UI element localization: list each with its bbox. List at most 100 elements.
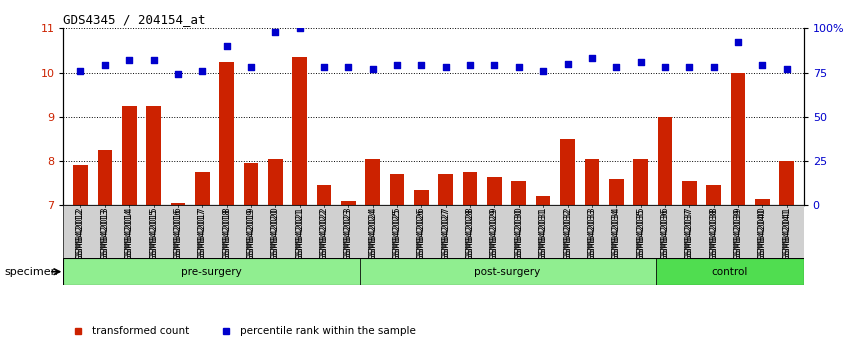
Text: GSM842038: GSM842038 xyxy=(709,208,718,261)
Text: control: control xyxy=(711,267,748,277)
Text: GSM842018: GSM842018 xyxy=(222,206,231,259)
Bar xyxy=(779,161,794,205)
Text: percentile rank within the sample: percentile rank within the sample xyxy=(239,326,415,336)
Point xyxy=(317,64,331,70)
Text: GSM842019: GSM842019 xyxy=(246,208,255,261)
Point xyxy=(293,25,306,31)
Text: GSM842036: GSM842036 xyxy=(661,206,669,259)
Bar xyxy=(171,203,185,205)
Text: GSM842013: GSM842013 xyxy=(101,206,109,259)
Text: GSM842016: GSM842016 xyxy=(173,206,183,259)
Text: GSM842021: GSM842021 xyxy=(295,208,305,261)
Point xyxy=(195,68,209,74)
Text: GSM842027: GSM842027 xyxy=(442,206,450,259)
Text: GSM842039: GSM842039 xyxy=(733,206,743,259)
Text: GSM842035: GSM842035 xyxy=(636,206,645,259)
Text: GSM842020: GSM842020 xyxy=(271,208,280,261)
Bar xyxy=(706,185,721,205)
Text: GSM842022: GSM842022 xyxy=(320,206,328,259)
Text: GSM842028: GSM842028 xyxy=(465,208,475,261)
Text: GSM842037: GSM842037 xyxy=(684,208,694,261)
Bar xyxy=(268,159,283,205)
Text: GSM842032: GSM842032 xyxy=(563,206,572,259)
Text: GSM842033: GSM842033 xyxy=(587,208,596,261)
Bar xyxy=(512,181,526,205)
Text: GSM842024: GSM842024 xyxy=(368,208,377,261)
Text: GSM842023: GSM842023 xyxy=(343,208,353,261)
Bar xyxy=(219,62,233,205)
Bar xyxy=(195,172,210,205)
Text: GSM842033: GSM842033 xyxy=(587,206,596,259)
Point xyxy=(342,64,355,70)
Bar xyxy=(63,258,360,285)
Text: GSM842031: GSM842031 xyxy=(539,206,547,259)
Bar xyxy=(122,106,136,205)
Point xyxy=(146,57,160,63)
Text: GSM842022: GSM842022 xyxy=(320,208,328,261)
Point xyxy=(123,57,136,63)
Bar xyxy=(731,73,745,205)
Text: GSM842026: GSM842026 xyxy=(417,206,426,259)
Bar xyxy=(414,190,429,205)
Text: GSM842041: GSM842041 xyxy=(783,208,791,261)
Text: GDS4345 / 204154_at: GDS4345 / 204154_at xyxy=(63,13,206,26)
Text: specimen: specimen xyxy=(4,267,58,277)
Point xyxy=(658,64,672,70)
Bar xyxy=(360,258,656,285)
Bar xyxy=(634,159,648,205)
Text: post-surgery: post-surgery xyxy=(475,267,541,277)
Point xyxy=(512,64,525,70)
Bar xyxy=(487,177,502,205)
Text: GSM842021: GSM842021 xyxy=(295,206,305,259)
Point xyxy=(707,64,721,70)
Point xyxy=(366,66,380,72)
Point xyxy=(561,61,574,67)
Point xyxy=(683,64,696,70)
Text: GSM842040: GSM842040 xyxy=(758,208,766,261)
Text: GSM842039: GSM842039 xyxy=(733,208,743,261)
Point xyxy=(244,64,258,70)
Point xyxy=(415,63,428,68)
Point xyxy=(780,66,794,72)
Bar xyxy=(682,181,696,205)
Text: GSM842024: GSM842024 xyxy=(368,206,377,259)
Text: GSM842027: GSM842027 xyxy=(442,208,450,261)
Point xyxy=(98,63,112,68)
Text: GSM842017: GSM842017 xyxy=(198,206,206,259)
Text: GSM842035: GSM842035 xyxy=(636,208,645,261)
Text: transformed count: transformed count xyxy=(91,326,189,336)
Text: GSM842034: GSM842034 xyxy=(612,208,621,261)
Bar xyxy=(365,159,380,205)
Text: GSM842023: GSM842023 xyxy=(343,206,353,259)
Bar xyxy=(146,106,161,205)
Text: GSM842031: GSM842031 xyxy=(539,208,547,261)
Bar xyxy=(657,117,673,205)
Text: GSM842012: GSM842012 xyxy=(76,208,85,261)
Bar xyxy=(74,166,88,205)
Text: GSM842012: GSM842012 xyxy=(76,206,85,259)
Bar xyxy=(585,159,599,205)
Point xyxy=(634,59,647,65)
Bar xyxy=(656,258,804,285)
Text: GSM842015: GSM842015 xyxy=(149,208,158,261)
Text: GSM842020: GSM842020 xyxy=(271,206,280,259)
Bar xyxy=(97,150,113,205)
Point xyxy=(609,64,623,70)
Text: GSM842030: GSM842030 xyxy=(514,208,524,261)
Point xyxy=(487,63,501,68)
Text: GSM842041: GSM842041 xyxy=(783,206,791,259)
Point xyxy=(220,43,233,49)
Bar xyxy=(560,139,574,205)
Text: GSM842034: GSM842034 xyxy=(612,206,621,259)
Bar xyxy=(755,199,770,205)
Text: pre-surgery: pre-surgery xyxy=(181,267,242,277)
Text: GSM842019: GSM842019 xyxy=(246,206,255,259)
Text: GSM842030: GSM842030 xyxy=(514,206,524,259)
Text: GSM842026: GSM842026 xyxy=(417,208,426,261)
Text: GSM842015: GSM842015 xyxy=(149,206,158,259)
Point xyxy=(536,68,550,74)
Point xyxy=(731,40,744,45)
Bar xyxy=(244,163,258,205)
Text: GSM842014: GSM842014 xyxy=(124,206,134,259)
Point xyxy=(74,68,87,74)
